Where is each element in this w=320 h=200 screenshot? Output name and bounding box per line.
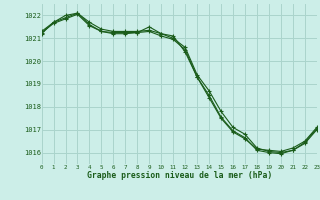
X-axis label: Graphe pression niveau de la mer (hPa): Graphe pression niveau de la mer (hPa) <box>87 171 272 180</box>
